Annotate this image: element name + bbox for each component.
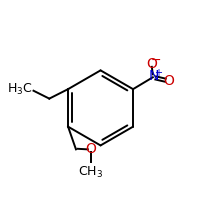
Text: H$_3$C: H$_3$C — [7, 82, 33, 97]
Text: +: + — [154, 68, 162, 78]
Text: O: O — [85, 142, 96, 156]
Text: CH$_3$: CH$_3$ — [78, 165, 103, 180]
Text: N: N — [149, 69, 159, 83]
Text: −: − — [151, 54, 161, 67]
Text: O: O — [146, 57, 157, 71]
Text: O: O — [163, 74, 174, 88]
